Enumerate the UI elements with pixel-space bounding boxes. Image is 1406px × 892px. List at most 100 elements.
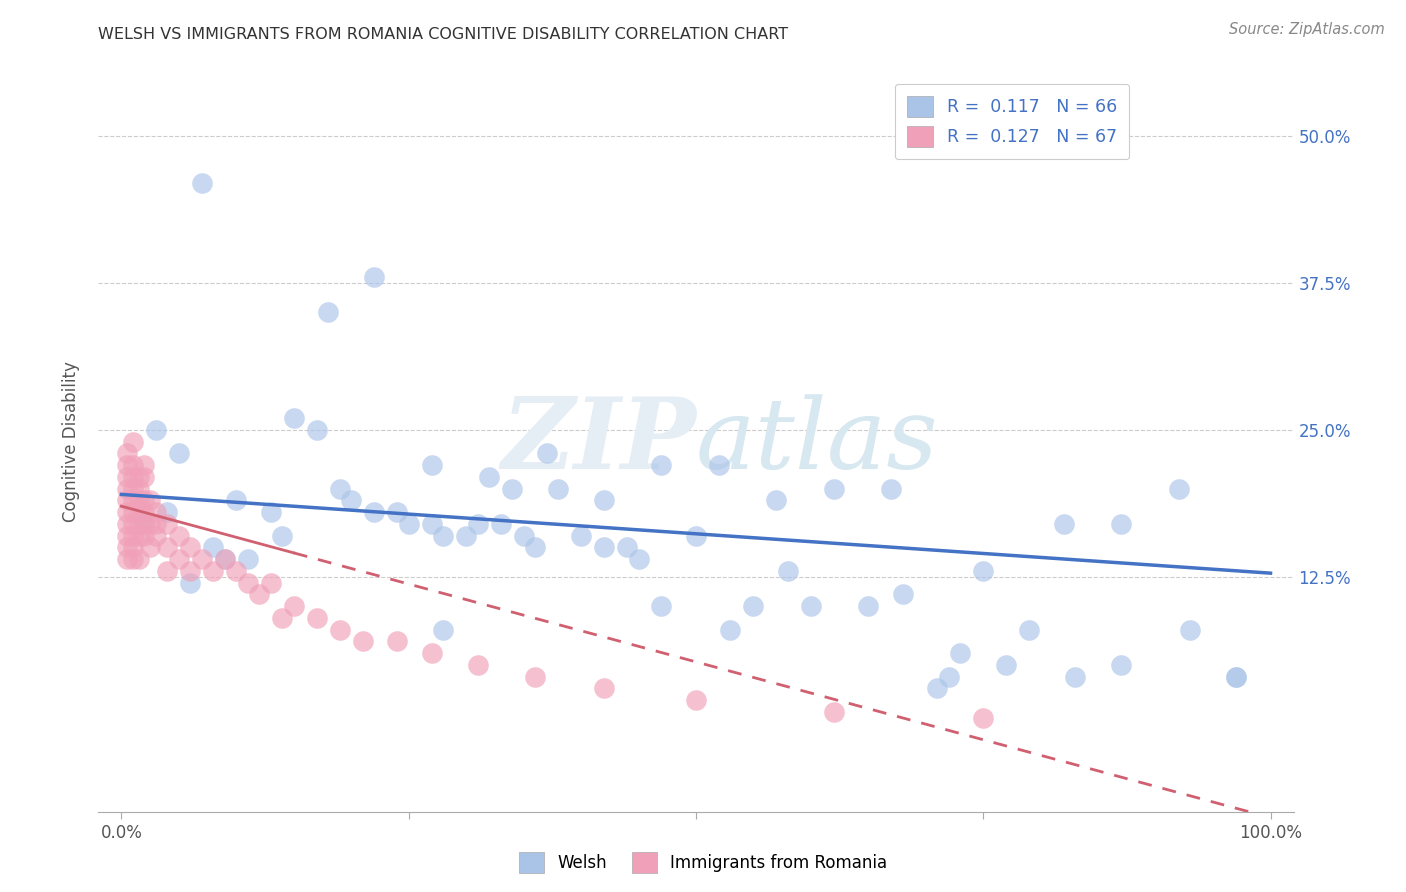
- Point: [547, 482, 569, 496]
- Point: [742, 599, 765, 613]
- Point: [329, 482, 352, 496]
- Point: [134, 505, 156, 519]
- Point: [1225, 669, 1247, 683]
- Point: [478, 470, 501, 484]
- Point: [1167, 482, 1189, 496]
- Point: [134, 458, 156, 472]
- Point: [627, 552, 650, 566]
- Point: [122, 516, 145, 531]
- Point: [385, 505, 409, 519]
- Point: [800, 599, 823, 613]
- Y-axis label: Cognitive Disability: Cognitive Disability: [62, 361, 80, 522]
- Point: [202, 541, 225, 555]
- Point: [972, 564, 994, 578]
- Point: [593, 493, 616, 508]
- Point: [122, 528, 145, 542]
- Point: [1225, 669, 1247, 683]
- Point: [616, 541, 638, 555]
- Point: [156, 505, 179, 519]
- Point: [128, 470, 150, 484]
- Point: [283, 411, 305, 425]
- Point: [115, 482, 138, 496]
- Point: [122, 541, 145, 555]
- Point: [134, 528, 156, 542]
- Point: [145, 516, 167, 531]
- Point: [128, 493, 150, 508]
- Point: [927, 681, 949, 696]
- Point: [156, 541, 179, 555]
- Point: [512, 528, 534, 542]
- Point: [949, 646, 972, 660]
- Point: [128, 552, 150, 566]
- Point: [115, 458, 138, 472]
- Point: [145, 528, 167, 542]
- Point: [501, 482, 523, 496]
- Point: [134, 516, 156, 531]
- Legend: Welsh, Immigrants from Romania: Welsh, Immigrants from Romania: [512, 846, 894, 880]
- Text: WELSH VS IMMIGRANTS FROM ROMANIA COGNITIVE DISABILITY CORRELATION CHART: WELSH VS IMMIGRANTS FROM ROMANIA COGNITI…: [98, 27, 789, 42]
- Point: [115, 505, 138, 519]
- Point: [134, 470, 156, 484]
- Point: [489, 516, 512, 531]
- Point: [765, 493, 787, 508]
- Point: [858, 599, 880, 613]
- Point: [420, 458, 443, 472]
- Point: [1053, 516, 1076, 531]
- Point: [115, 552, 138, 566]
- Point: [467, 516, 489, 531]
- Point: [122, 470, 145, 484]
- Point: [420, 516, 443, 531]
- Point: [225, 493, 247, 508]
- Point: [128, 482, 150, 496]
- Point: [122, 552, 145, 566]
- Text: Source: ZipAtlas.com: Source: ZipAtlas.com: [1229, 22, 1385, 37]
- Point: [880, 482, 903, 496]
- Text: ZIP: ZIP: [501, 393, 696, 490]
- Point: [524, 669, 547, 683]
- Point: [167, 446, 190, 460]
- Point: [115, 470, 138, 484]
- Point: [145, 423, 167, 437]
- Point: [823, 482, 845, 496]
- Point: [156, 516, 179, 531]
- Point: [179, 564, 201, 578]
- Point: [271, 611, 294, 625]
- Point: [891, 587, 914, 601]
- Point: [1178, 623, 1201, 637]
- Point: [115, 541, 138, 555]
- Point: [456, 528, 478, 542]
- Point: [329, 623, 352, 637]
- Point: [179, 541, 201, 555]
- Point: [236, 552, 259, 566]
- Text: atlas: atlas: [696, 394, 939, 489]
- Point: [271, 528, 294, 542]
- Point: [1109, 516, 1132, 531]
- Point: [122, 458, 145, 472]
- Point: [167, 528, 190, 542]
- Point: [823, 705, 845, 719]
- Point: [685, 528, 707, 542]
- Point: [650, 599, 672, 613]
- Point: [247, 587, 270, 601]
- Point: [363, 270, 385, 285]
- Point: [432, 528, 454, 542]
- Point: [260, 505, 283, 519]
- Point: [340, 493, 363, 508]
- Point: [305, 611, 328, 625]
- Point: [720, 623, 742, 637]
- Point: [972, 711, 994, 725]
- Point: [115, 446, 138, 460]
- Point: [214, 552, 236, 566]
- Point: [1064, 669, 1087, 683]
- Point: [467, 657, 489, 672]
- Point: [122, 434, 145, 449]
- Point: [145, 505, 167, 519]
- Point: [214, 552, 236, 566]
- Point: [536, 446, 558, 460]
- Point: [593, 541, 616, 555]
- Point: [134, 493, 156, 508]
- Point: [707, 458, 730, 472]
- Point: [139, 541, 162, 555]
- Point: [156, 564, 179, 578]
- Point: [352, 634, 374, 648]
